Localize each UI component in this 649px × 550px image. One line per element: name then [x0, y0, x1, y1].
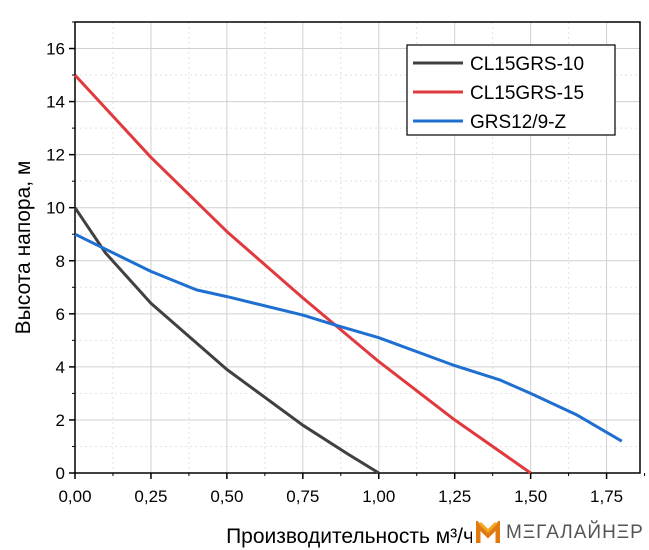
x-tick-label: 0,50 [210, 487, 243, 506]
x-tick-label: 1,25 [438, 487, 471, 506]
y-tick-label: 2 [56, 411, 65, 430]
x-tick-label: 0,25 [134, 487, 167, 506]
x-tick-label: 1,50 [514, 487, 547, 506]
watermark-logo: МΞГАЛАЙНΞР [472, 517, 648, 549]
y-tick-label: 8 [56, 252, 65, 271]
logo-text: МΞГАЛАЙНΞР [506, 522, 644, 543]
x-tick-label: 0,00 [58, 487, 91, 506]
logo-icon [476, 521, 500, 543]
y-tick-label: 10 [46, 199, 65, 218]
y-tick-label: 12 [46, 146, 65, 165]
y-tick-label: 4 [56, 358, 65, 377]
y-tick-label: 0 [56, 464, 65, 483]
y-tick-label: 16 [46, 40, 65, 59]
legend-label: CL15GRS-15 [470, 83, 584, 104]
x-tick-label: 1,00 [362, 487, 395, 506]
legend-label: CL15GRS-10 [470, 54, 584, 75]
series-line-cl15grs-15 [73, 74, 532, 475]
plot-frame [74, 21, 641, 474]
series-line-grs12-9-z [74, 232, 623, 443]
y-tick-label: 6 [56, 305, 65, 324]
y-axis-label: Высота напора, м [12, 161, 35, 335]
x-tick-label: 0,75 [286, 487, 319, 506]
y-tick-label: 14 [46, 93, 65, 112]
series-line-cl15grs-10 [73, 206, 380, 475]
legend-label: GRS12/9-Z [470, 112, 566, 133]
x-tick-label: 1,75 [590, 487, 623, 506]
x-axis-label: Производительность м³/ч [226, 525, 474, 548]
